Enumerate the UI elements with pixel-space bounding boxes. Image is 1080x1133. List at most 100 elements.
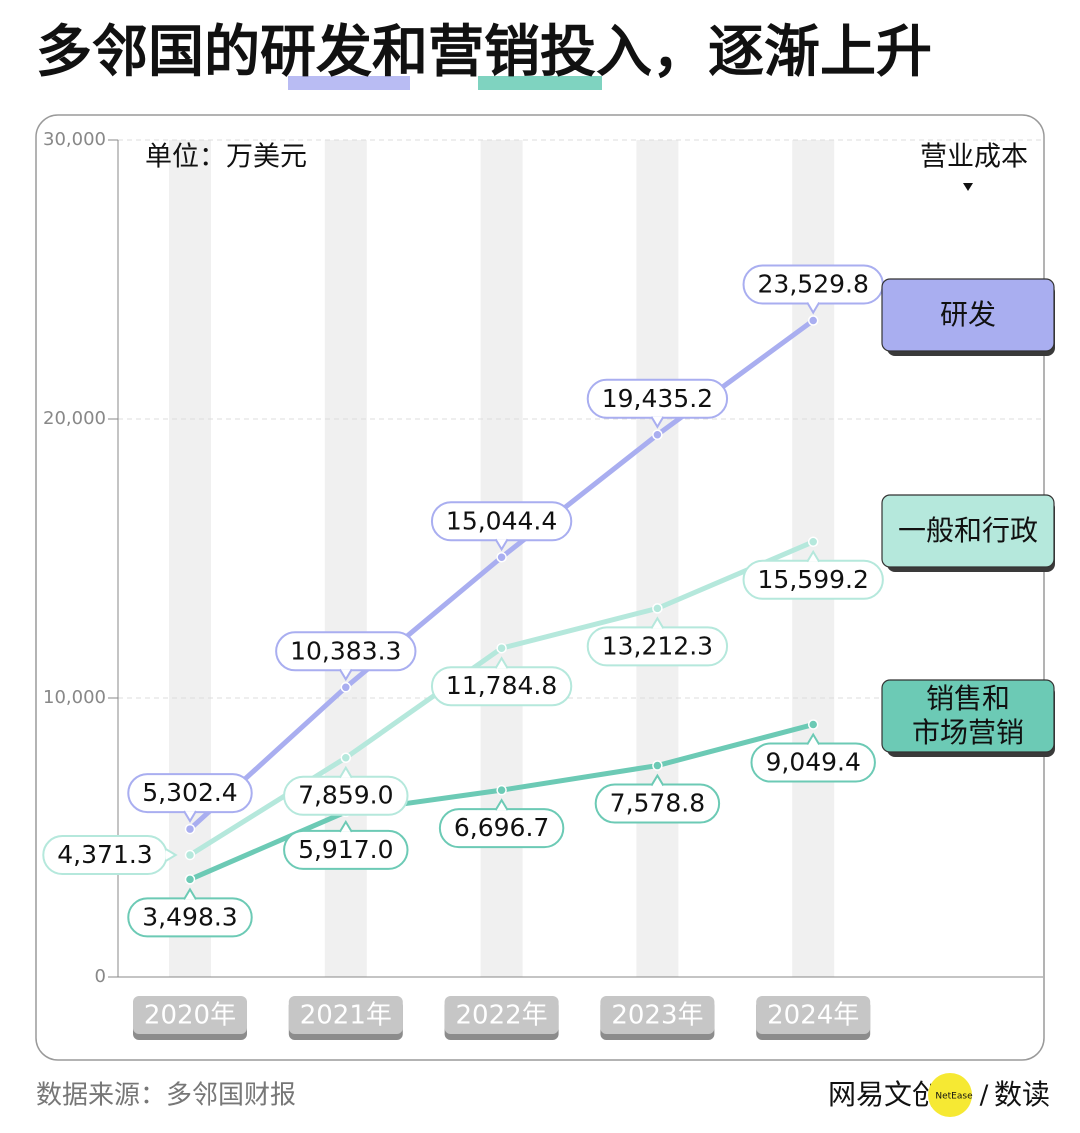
value-label: 19,435.2 bbox=[586, 378, 729, 429]
legend-arrow bbox=[963, 183, 973, 191]
value-label: 7,578.8 bbox=[594, 773, 721, 824]
value-label: 23,529.8 bbox=[742, 264, 884, 315]
x-tick-label: 2020年 bbox=[144, 1001, 236, 1031]
value-label-text: 13,212.3 bbox=[602, 631, 713, 660]
x-tick-label: 2022年 bbox=[456, 1001, 548, 1031]
point bbox=[652, 603, 663, 614]
value-label: 9,049.4 bbox=[750, 732, 876, 783]
value-label-text: 7,859.0 bbox=[298, 781, 393, 810]
series-name-box bbox=[881, 494, 1055, 568]
value-label: 15,044.4 bbox=[430, 501, 573, 552]
value-label: 3,498.3 bbox=[127, 887, 253, 938]
value-label-pointer bbox=[338, 765, 353, 779]
legend-title: 营业成本 bbox=[920, 142, 1028, 173]
series-name-holder: 一般和行政 bbox=[897, 514, 1038, 547]
x-tick-box bbox=[288, 996, 403, 1034]
legend-entry: 一般和行政 bbox=[897, 514, 1038, 547]
x-tick-box bbox=[444, 996, 559, 1034]
legend-entry: 销售和 市场营销 bbox=[911, 682, 1024, 749]
value-label-text: 23,529.8 bbox=[758, 270, 869, 299]
x-tick-box bbox=[756, 996, 871, 1034]
value-label-pointer bbox=[494, 798, 509, 811]
point bbox=[807, 315, 819, 326]
point bbox=[652, 760, 663, 771]
unit-label: 单位：万美元 bbox=[145, 142, 307, 173]
point bbox=[496, 552, 507, 563]
value-label-pointer bbox=[165, 848, 178, 862]
value-label: 10,383.3 bbox=[275, 631, 417, 682]
category-band bbox=[169, 140, 211, 977]
x-tick-box bbox=[600, 996, 715, 1034]
chart-frame bbox=[35, 114, 1045, 1061]
value-label-pointer bbox=[806, 302, 821, 315]
series-name-holder: 研发 bbox=[939, 298, 996, 331]
chart-title: 多邻国的研发和营销投入，逐渐上升 bbox=[36, 20, 932, 85]
legend-entry: 研发 bbox=[939, 298, 996, 331]
value-label: 15,599.2 bbox=[742, 549, 884, 600]
point bbox=[184, 849, 196, 861]
point bbox=[184, 874, 196, 885]
value-label: 5,302.4 bbox=[127, 773, 253, 824]
value-label-pointer bbox=[183, 810, 197, 824]
value-label-text: 4,371.3 bbox=[57, 840, 152, 869]
value-label-pointer bbox=[338, 819, 353, 833]
value-labels: 5,302.4 10,383.3 15,044.4 19,435.2 23,529.8 4… bbox=[42, 264, 884, 938]
value-label-pointer bbox=[183, 887, 197, 900]
value-label-text: 6,696.7 bbox=[454, 813, 549, 842]
value-label-text: 10,383.3 bbox=[290, 636, 401, 665]
value-label-text: 19,435.2 bbox=[602, 384, 713, 413]
y-tick-label: 0 bbox=[95, 966, 106, 987]
value-label-text: 9,049.4 bbox=[765, 748, 860, 777]
value-label-text: 5,917.0 bbox=[298, 835, 393, 864]
point bbox=[340, 752, 352, 763]
brand-name: 网易文创 bbox=[828, 1078, 940, 1111]
series-name-box bbox=[881, 278, 1055, 352]
x-tick-box bbox=[133, 996, 247, 1034]
value-label-text: 15,599.2 bbox=[758, 565, 869, 594]
value-label: 7,859.0 bbox=[283, 765, 409, 816]
value-label-pointer bbox=[650, 616, 665, 629]
point bbox=[184, 823, 196, 835]
point bbox=[807, 719, 819, 730]
value-label-pointer bbox=[650, 773, 665, 787]
value-label: 13,212.3 bbox=[586, 616, 729, 667]
brand-badge bbox=[928, 1073, 972, 1117]
point bbox=[652, 429, 663, 441]
points bbox=[184, 315, 819, 885]
series-name-holder: 销售和 市场营销 bbox=[911, 682, 1024, 749]
category-band bbox=[636, 140, 679, 977]
value-label: 11,784.8 bbox=[430, 656, 573, 707]
title-highlight bbox=[288, 76, 410, 90]
value-label: 5,917.0 bbox=[283, 819, 409, 870]
brand-separator: / bbox=[980, 1081, 989, 1111]
point bbox=[496, 642, 507, 654]
point bbox=[340, 682, 352, 693]
y-tick-label: 20,000 bbox=[43, 408, 106, 429]
value-label-pointer bbox=[806, 732, 821, 746]
brand-badge-text: NetEase bbox=[935, 1092, 973, 1102]
x-tick-label: 2024年 bbox=[767, 1001, 859, 1031]
value-label-pointer bbox=[338, 668, 353, 682]
value-label-text: 3,498.3 bbox=[142, 902, 237, 931]
point bbox=[496, 784, 507, 796]
x-tick-label: 2023年 bbox=[611, 1001, 703, 1031]
y-tick-label: 10,000 bbox=[43, 687, 106, 708]
value-label-text: 11,784.8 bbox=[446, 671, 557, 700]
brand-column: 数读 bbox=[994, 1078, 1050, 1111]
value-label-text: 7,578.8 bbox=[610, 789, 705, 818]
y-tick-label: 30,000 bbox=[43, 129, 106, 150]
point bbox=[807, 536, 819, 548]
value-label-text: 5,302.4 bbox=[142, 778, 237, 807]
value-label-pointer bbox=[494, 538, 509, 552]
value-label: 4,371.3 bbox=[42, 835, 178, 876]
value-label: 6,696.7 bbox=[438, 798, 565, 849]
value-label-text: 15,044.4 bbox=[446, 506, 557, 535]
x-tick-label: 2021年 bbox=[300, 1001, 392, 1031]
value-label-pointer bbox=[494, 656, 509, 669]
source: 数据来源：多邻国财报 bbox=[36, 1081, 296, 1111]
series-name-box bbox=[881, 679, 1055, 753]
value-label-pointer bbox=[806, 549, 821, 563]
value-label-pointer bbox=[650, 416, 665, 429]
